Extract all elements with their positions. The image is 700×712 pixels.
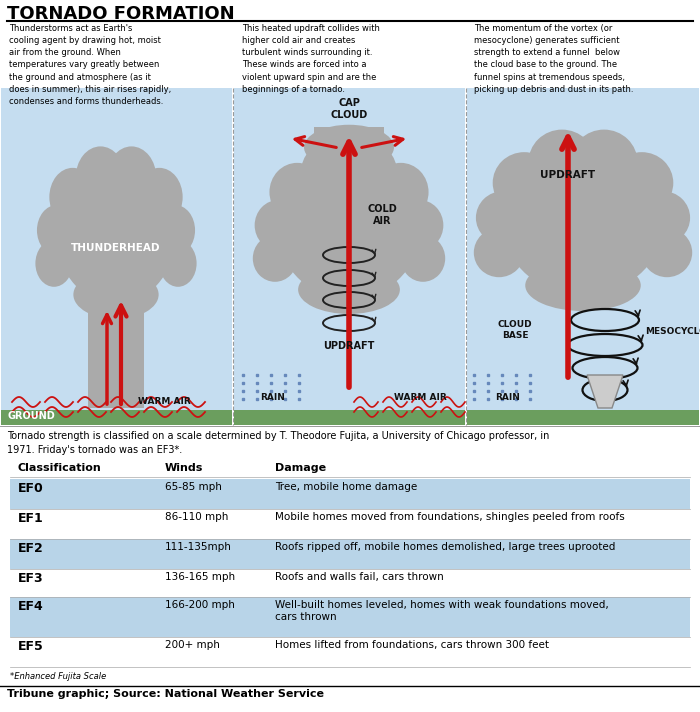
Ellipse shape	[49, 168, 96, 226]
Text: MESOCYCLONE: MESOCYCLONE	[645, 328, 700, 337]
Text: 166-200 mph: 166-200 mph	[165, 600, 235, 610]
Text: 200+ mph: 200+ mph	[165, 640, 220, 650]
Text: WARM AIR: WARM AIR	[394, 394, 447, 402]
Ellipse shape	[304, 125, 394, 169]
Text: Roofs and walls fail, cars thrown: Roofs and walls fail, cars thrown	[275, 572, 444, 582]
Text: The momentum of the vortex (or
mesocyclone) generates sufficient
strength to ext: The momentum of the vortex (or mesocyclo…	[474, 24, 634, 94]
Ellipse shape	[504, 162, 662, 295]
Text: Tree, mobile home damage: Tree, mobile home damage	[275, 482, 417, 492]
Ellipse shape	[401, 235, 445, 282]
Text: EF0: EF0	[18, 482, 43, 495]
Text: 111-135mph: 111-135mph	[165, 542, 232, 552]
Ellipse shape	[160, 240, 197, 287]
Text: EF5: EF5	[18, 640, 43, 653]
Text: UPDRAFT: UPDRAFT	[323, 341, 375, 351]
Text: Winds: Winds	[165, 463, 204, 473]
Ellipse shape	[610, 152, 673, 214]
Bar	[10, 569, 690, 597]
Text: CLOUD
BASE: CLOUD BASE	[498, 320, 532, 340]
Text: WARM AIR: WARM AIR	[138, 397, 190, 407]
Bar	[467, 410, 699, 425]
Text: UPDRAFT: UPDRAFT	[540, 170, 596, 180]
Text: TORNADO FORMATION: TORNADO FORMATION	[7, 5, 234, 23]
Ellipse shape	[36, 240, 73, 287]
Ellipse shape	[476, 191, 531, 244]
Text: This heated updraft collides with
higher cold air and creates
turbulent winds su: This heated updraft collides with higher…	[242, 24, 380, 94]
Text: *Enhanced Fujita Scale: *Enhanced Fujita Scale	[10, 672, 106, 681]
Text: Well-built homes leveled, homes with weak foundations moved,
cars thrown: Well-built homes leveled, homes with wea…	[275, 600, 609, 622]
Ellipse shape	[74, 271, 159, 319]
Ellipse shape	[570, 130, 638, 195]
Text: GROUND: GROUND	[8, 411, 56, 421]
Text: THUNDERHEAD: THUNDERHEAD	[71, 243, 161, 253]
Ellipse shape	[58, 177, 174, 303]
Bar	[10, 539, 690, 569]
Ellipse shape	[88, 279, 144, 301]
Bar	[1, 410, 232, 425]
Text: 86-110 mph: 86-110 mph	[165, 512, 228, 522]
Ellipse shape	[270, 163, 325, 221]
Text: RAIN: RAIN	[496, 394, 520, 402]
Ellipse shape	[255, 200, 302, 251]
Text: EF4: EF4	[18, 600, 43, 613]
Ellipse shape	[301, 142, 360, 204]
Text: 136-165 mph: 136-165 mph	[165, 572, 235, 582]
Text: EF3: EF3	[18, 572, 43, 585]
Ellipse shape	[76, 147, 125, 209]
Ellipse shape	[155, 205, 195, 256]
Ellipse shape	[298, 266, 400, 314]
Ellipse shape	[642, 228, 692, 277]
Bar	[10, 637, 690, 667]
Ellipse shape	[636, 191, 690, 244]
Text: RAIN: RAIN	[260, 394, 286, 402]
Bar	[88, 290, 144, 408]
Text: CAP
CLOUD: CAP CLOUD	[330, 98, 368, 120]
Text: Homes lifted from foundations, cars thrown 300 feet: Homes lifted from foundations, cars thro…	[275, 640, 549, 650]
Bar	[234, 88, 465, 410]
Ellipse shape	[37, 205, 77, 256]
Ellipse shape	[253, 235, 298, 282]
Ellipse shape	[338, 142, 397, 204]
Text: Tribune graphic; Source: National Weather Service: Tribune graphic; Source: National Weathe…	[7, 689, 324, 699]
Text: Thunderstorms act as Earth's
cooling agent by drawing hot, moist
air from the gr: Thunderstorms act as Earth's cooling age…	[9, 24, 171, 106]
Bar	[10, 479, 690, 509]
Text: EF2: EF2	[18, 542, 43, 555]
Bar	[1, 88, 232, 410]
Bar	[314, 127, 384, 157]
Bar	[10, 597, 690, 637]
Ellipse shape	[493, 152, 556, 214]
Bar	[467, 88, 699, 410]
Bar	[234, 410, 465, 425]
Text: Mobile homes moved from foundations, shingles peeled from roofs: Mobile homes moved from foundations, shi…	[275, 512, 624, 522]
Ellipse shape	[474, 228, 524, 277]
Text: COLD
AIR: COLD AIR	[367, 204, 397, 226]
Ellipse shape	[528, 130, 596, 195]
Text: 65-85 mph: 65-85 mph	[165, 482, 222, 492]
Text: EF1: EF1	[18, 512, 43, 525]
Ellipse shape	[136, 168, 183, 226]
Ellipse shape	[373, 163, 428, 221]
Text: Damage: Damage	[275, 463, 326, 473]
Text: Tornado strength is classified on a scale determined by T. Theodore Fujita, a Un: Tornado strength is classified on a scal…	[7, 431, 550, 455]
Ellipse shape	[525, 260, 640, 311]
Text: Roofs ripped off, mobile homes demolished, large trees uprooted: Roofs ripped off, mobile homes demolishe…	[275, 542, 615, 552]
Bar	[10, 509, 690, 539]
Polygon shape	[587, 375, 623, 408]
Ellipse shape	[279, 172, 419, 298]
Text: Classification: Classification	[18, 463, 102, 473]
Ellipse shape	[106, 147, 156, 209]
Ellipse shape	[395, 200, 443, 251]
